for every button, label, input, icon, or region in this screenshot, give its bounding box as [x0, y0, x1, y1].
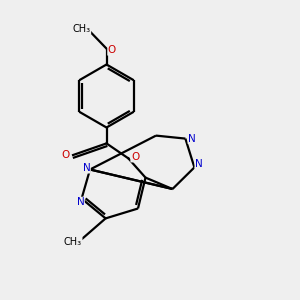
Text: O: O: [131, 152, 139, 162]
Text: N: N: [76, 197, 84, 207]
Text: N: N: [195, 159, 203, 170]
Text: O: O: [61, 150, 70, 161]
Text: N: N: [188, 134, 196, 144]
Text: CH₃: CH₃: [73, 24, 91, 34]
Text: O: O: [108, 45, 116, 55]
Text: N: N: [82, 163, 90, 173]
Text: CH₃: CH₃: [64, 237, 82, 247]
